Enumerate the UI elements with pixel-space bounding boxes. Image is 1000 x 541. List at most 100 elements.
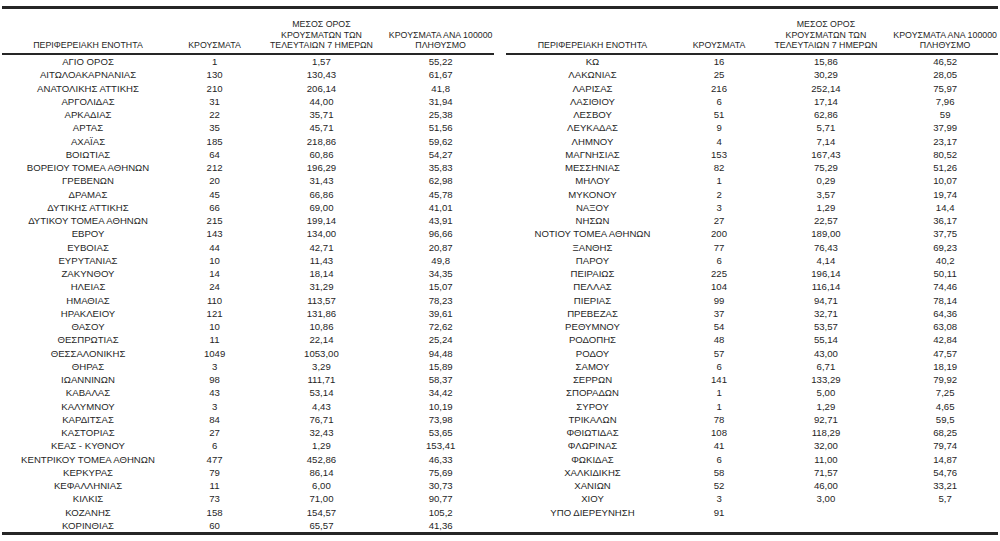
per100k-cell bbox=[892, 506, 998, 519]
cases-cell: 82 bbox=[679, 161, 760, 174]
cases-cell: 3 bbox=[679, 492, 760, 505]
cases-cell: 10 bbox=[174, 254, 255, 267]
per100k-cell: 41,36 bbox=[388, 519, 494, 532]
column-header-avg7-label: ΜΕΣΟΣ ΟΡΟΣ ΚΡΟΥΣΜΑΤΩΝ ΤΩΝ ΤΕΛΕΥΤΑΙΩΝ 7 Η… bbox=[270, 19, 373, 51]
cases-cell: 78 bbox=[679, 413, 760, 426]
cases-cell: 141 bbox=[679, 373, 760, 386]
per100k-cell: 49,8 bbox=[388, 254, 494, 267]
avg7-cell: 60,86 bbox=[255, 148, 388, 161]
region-cell: ΑΓΙΟ ΟΡΟΣ bbox=[2, 54, 174, 68]
region-cell: ΘΕΣΠΡΩΤΙΑΣ bbox=[2, 333, 174, 346]
region-cell: ΡΟΔΟΥ bbox=[506, 347, 678, 360]
region-cell: ΚΑΒΑΛΑΣ bbox=[2, 386, 174, 399]
cases-cell: 1 bbox=[679, 400, 760, 413]
table-row: ΚΩ1615,8646,52 bbox=[506, 54, 998, 68]
avg7-cell: 45,71 bbox=[255, 121, 388, 134]
column-header-avg7: ΜΕΣΟΣ ΟΡΟΣ ΚΡΟΥΣΜΑΤΩΝ ΤΩΝ ΤΕΛΕΥΤΑΙΩΝ 7 Η… bbox=[255, 11, 388, 54]
region-cell: ΚΕΑΣ - ΚΥΘΝΟΥ bbox=[2, 439, 174, 452]
avg7-cell: 53,14 bbox=[255, 386, 388, 399]
cases-cell: 210 bbox=[174, 82, 255, 95]
avg7-cell: 452,86 bbox=[255, 453, 388, 466]
table-row: ΞΑΝΘΗΣ7776,4369,23 bbox=[506, 241, 998, 254]
table-row: ΔΡΑΜΑΣ4566,8645,78 bbox=[2, 188, 494, 201]
table-row: ΣΕΡΡΩΝ141133,2979,92 bbox=[506, 373, 998, 386]
table-row: ΓΡΕΒΕΝΩΝ2031,4362,98 bbox=[2, 174, 494, 187]
cases-cell: 6 bbox=[679, 453, 760, 466]
table-row: ΠΙΕΡΙΑΣ9994,7178,14 bbox=[506, 294, 998, 307]
cases-cell: 2 bbox=[679, 188, 760, 201]
table-row: ΝΗΣΩΝ2722,5736,17 bbox=[506, 214, 998, 227]
table-row: ΔΥΤΙΚΗΣ ΑΤΤΙΚΗΣ6669,0041,01 bbox=[2, 201, 494, 214]
cases-cell: 20 bbox=[174, 174, 255, 187]
per100k-cell: 62,98 bbox=[388, 174, 494, 187]
table-row: ΝΟΤΙΟΥ ΤΟΜΕΑ ΑΘΗΝΩΝ200189,0037,75 bbox=[506, 227, 998, 240]
avg7-cell: 6,00 bbox=[255, 479, 388, 492]
cases-cell: 6 bbox=[679, 254, 760, 267]
column-header-region-label: ΠΕΡΙΦΕΡΕΙΑΚΗ ΕΝΟΤΗΤΑ bbox=[538, 40, 648, 51]
per100k-cell: 59,62 bbox=[388, 135, 494, 148]
cases-cell: 1 bbox=[679, 174, 760, 187]
region-cell: ΠΕΛΛΑΣ bbox=[506, 280, 678, 293]
table-row: ΠΡΕΒΕΖΑΣ3732,7164,36 bbox=[506, 307, 998, 320]
cases-cell: 77 bbox=[679, 241, 760, 254]
table-row: ΜΥΚΟΝΟΥ23,5719,74 bbox=[506, 188, 998, 201]
region-cell: ΔΥΤΙΚΗΣ ΑΤΤΙΚΗΣ bbox=[2, 201, 174, 214]
table-row: ΑΝΑΤΟΛΙΚΗΣ ΑΤΤΙΚΗΣ210206,1441,8 bbox=[2, 82, 494, 95]
region-cell: ΙΩΑΝΝΙΝΩΝ bbox=[2, 373, 174, 386]
cases-cell: 110 bbox=[174, 294, 255, 307]
per100k-cell: 28,05 bbox=[892, 68, 998, 81]
per100k-cell: 80,52 bbox=[892, 148, 998, 161]
region-cell: ΘΗΡΑΣ bbox=[2, 360, 174, 373]
per100k-cell: 55,22 bbox=[388, 54, 494, 68]
cases-cell: 35 bbox=[174, 121, 255, 134]
region-cell: ΥΠΟ ΔΙΕΡΕΥΝΗΣΗ bbox=[506, 506, 678, 519]
table-row: ΘΕΣΠΡΩΤΙΑΣ1122,1425,24 bbox=[2, 333, 494, 346]
region-cell: ΧΑΛΚΙΔΙΚΗΣ bbox=[506, 466, 678, 479]
table-row: ΘΑΣΟΥ1010,8672,62 bbox=[2, 320, 494, 333]
per100k-cell: 19,74 bbox=[892, 188, 998, 201]
region-cell: ΑΡΚΑΔΙΑΣ bbox=[2, 108, 174, 121]
table-row: ΘΕΣΣΑΛΟΝΙΚΗΣ10491053,0094,48 bbox=[2, 347, 494, 360]
table-row: ΜΗΛΟΥ10,2910,07 bbox=[506, 174, 998, 187]
cases-cell: 64 bbox=[174, 148, 255, 161]
cases-cell: 4 bbox=[679, 135, 760, 148]
region-cell: ΧΑΝΙΩΝ bbox=[506, 479, 678, 492]
per100k-cell: 90,77 bbox=[388, 492, 494, 505]
region-cell: ΠΡΕΒΕΖΑΣ bbox=[506, 307, 678, 320]
per100k-cell: 46,33 bbox=[388, 453, 494, 466]
table-row: ΧΙΟΥ33,005,7 bbox=[506, 492, 998, 505]
table-row: ΑΙΤΩΛΟΑΚΑΡΝΑΝΙΑΣ130130,4361,67 bbox=[2, 68, 494, 81]
region-cell: ΜΕΣΣΗΝΙΑΣ bbox=[506, 161, 678, 174]
cases-cell: 130 bbox=[174, 68, 255, 81]
per100k-cell: 4,65 bbox=[892, 400, 998, 413]
avg7-cell: 17,14 bbox=[760, 95, 893, 108]
avg7-cell: 43,00 bbox=[760, 347, 893, 360]
avg7-cell: 44,00 bbox=[255, 95, 388, 108]
avg7-cell: 18,14 bbox=[255, 267, 388, 280]
avg7-cell: 22,57 bbox=[760, 214, 893, 227]
region-cell: ΑΧΑΪΑΣ bbox=[2, 135, 174, 148]
avg7-cell: 3,57 bbox=[760, 188, 893, 201]
table-row: ΚΕΝΤΡΙΚΟΥ ΤΟΜΕΑ ΑΘΗΝΩΝ477452,8646,33 bbox=[2, 453, 494, 466]
column-header-avg7: ΜΕΣΟΣ ΟΡΟΣ ΚΡΟΥΣΜΑΤΩΝ ΤΩΝ ΤΕΛΕΥΤΑΙΩΝ 7 Η… bbox=[760, 11, 893, 54]
region-cell: ΒΟΡΕΙΟΥ ΤΟΜΕΑ ΑΘΗΝΩΝ bbox=[2, 161, 174, 174]
per100k-cell: 53,65 bbox=[388, 426, 494, 439]
region-cell: ΛΗΜΝΟΥ bbox=[506, 135, 678, 148]
region-cell: ΑΡΤΑΣ bbox=[2, 121, 174, 134]
column-header-avg7-label: ΜΕΣΟΣ ΟΡΟΣ ΚΡΟΥΣΜΑΤΩΝ ΤΩΝ ΤΕΛΕΥΤΑΙΩΝ 7 Η… bbox=[774, 19, 877, 51]
cases-cell: 27 bbox=[679, 214, 760, 227]
cases-cell: 57 bbox=[679, 347, 760, 360]
region-cell: ΛΕΥΚΑΔΑΣ bbox=[506, 121, 678, 134]
region-cell: ΔΥΤΙΚΟΥ ΤΟΜΕΑ ΑΘΗΝΩΝ bbox=[2, 214, 174, 227]
table-row: ΑΓΙΟ ΟΡΟΣ11,5755,22 bbox=[2, 54, 494, 68]
region-cell: ΛΑΣΙΘΙΟΥ bbox=[506, 95, 678, 108]
column-header-per100k-label: ΚΡΟΥΣΜΑΤΑ ΑΝΑ 100000 ΠΛΗΘΥΣΜΟ bbox=[389, 30, 493, 51]
avg7-cell: 53,57 bbox=[760, 320, 893, 333]
table-row: ΚΑΡΔΙΤΣΑΣ8476,7173,98 bbox=[2, 413, 494, 426]
table-row: ΚΑΛΥΜΝΟΥ34,4310,19 bbox=[2, 400, 494, 413]
per100k-cell: 30,73 bbox=[388, 479, 494, 492]
avg7-cell: 218,86 bbox=[255, 135, 388, 148]
avg7-cell: 4,14 bbox=[760, 254, 893, 267]
table-row: ΑΡΤΑΣ3545,7151,56 bbox=[2, 121, 494, 134]
cases-cell: 51 bbox=[679, 108, 760, 121]
